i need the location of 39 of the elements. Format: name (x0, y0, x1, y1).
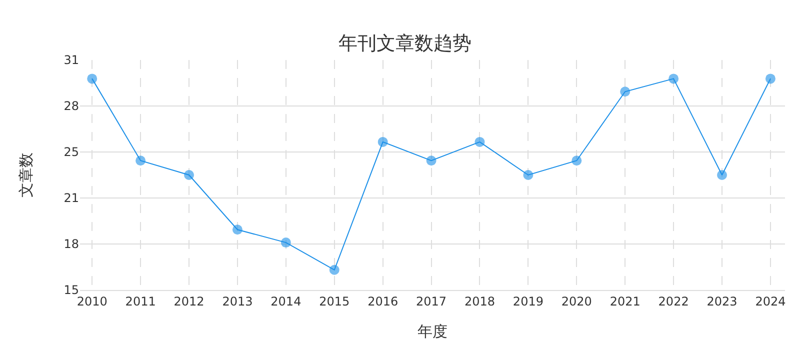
x-tick-label: 2012 (174, 294, 204, 308)
point (232, 224, 242, 235)
x-tick-label: 2014 (270, 294, 302, 308)
point (280, 238, 291, 248)
point (329, 264, 340, 275)
point (378, 136, 388, 147)
x-tick-label: 2013 (222, 294, 253, 308)
point (572, 156, 582, 166)
x-axis-title: 年度 (418, 322, 448, 340)
x-tick-label: 2018 (464, 294, 496, 308)
point (474, 136, 485, 147)
y-tick-label: 25 (64, 145, 79, 160)
point (136, 156, 146, 166)
y-tick-label: 18 (64, 237, 79, 252)
y-tick-label: 21 (64, 191, 79, 206)
x-tick-label: 2015 (319, 294, 350, 308)
point (765, 74, 776, 84)
point (717, 170, 728, 180)
x-tick-label: 2021 (610, 294, 640, 308)
point (426, 156, 436, 166)
y-tick-label: 31 (64, 53, 79, 68)
point (87, 74, 98, 84)
x-tick-label: 2017 (416, 294, 447, 308)
chart-title: 年刊文章数趋势 (338, 32, 472, 54)
x-tick-label: 2016 (368, 294, 398, 308)
x-tick-label: 2019 (512, 294, 544, 308)
y-axis-title: 文章数 (16, 152, 35, 198)
y-tick-label: 28 (64, 99, 79, 114)
x-tick-label: 2022 (658, 294, 689, 308)
point (668, 74, 679, 84)
y-tick-label: 15 (64, 283, 79, 298)
x-tick-label: 2024 (755, 294, 786, 308)
x-tick-label: 2023 (706, 294, 738, 308)
x-tick-label: 2020 (561, 294, 592, 308)
point (184, 170, 194, 180)
x-tick-label: 2011 (125, 294, 156, 308)
point (620, 86, 630, 97)
x-tick-label: 2010 (76, 294, 108, 308)
point (523, 170, 534, 180)
